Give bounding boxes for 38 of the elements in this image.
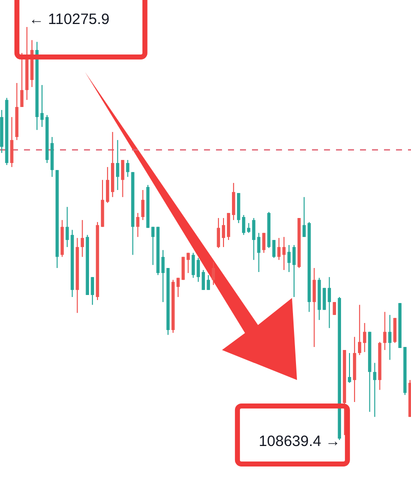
candlestick [277,237,281,260]
candlestick [348,352,352,384]
candlestick [292,244,296,298]
candlestick [40,84,44,128]
candlestick [116,140,120,191]
candlestick [161,250,165,303]
candlestick [136,212,140,238]
candlestick [216,218,220,249]
candlestick [232,182,236,221]
candlestick [176,277,180,298]
candlestick [206,274,210,290]
candlestick [222,218,226,248]
candlestick [151,226,155,266]
candlestick [121,159,124,198]
candlestick [383,311,386,351]
candlestick [332,302,336,316]
candlestick [358,304,362,356]
candlestick [20,52,24,108]
candlestick [80,220,84,258]
candlestick [312,267,316,348]
candlestick [373,362,376,418]
candlestick [393,317,396,344]
candlestick [10,116,14,168]
candlestick [388,314,392,360]
candlestick [141,190,144,221]
candlestick [212,261,216,286]
candlestick [126,159,130,178]
candlestick [106,166,110,204]
candlestick [287,244,291,273]
annotation: ← 110275.9 [28,11,110,28]
candlestick [262,232,266,254]
candlestick [302,196,306,238]
candlestick [226,212,230,240]
candlestick [272,239,276,258]
candlestick [363,322,366,353]
annotation: 108639.4 → [258,433,340,450]
candlestick [282,236,286,271]
candlestick [90,276,94,306]
